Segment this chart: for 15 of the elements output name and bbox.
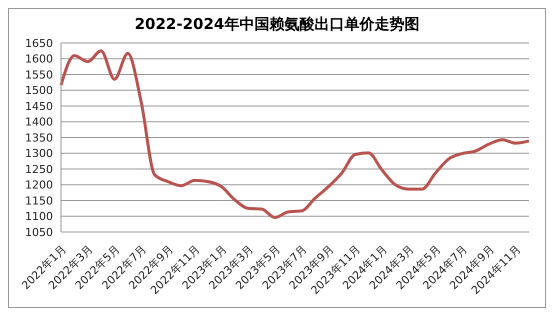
- y-tick-label: 1650: [25, 36, 53, 50]
- line-series: [60, 49, 530, 220]
- y-tick-label: 1600: [25, 52, 53, 66]
- y-tick-label: 1250: [25, 162, 53, 176]
- y-tick-label: 1350: [25, 131, 53, 144]
- y-tick-label: 1500: [25, 84, 53, 98]
- y-tick-label: 1400: [25, 116, 53, 129]
- y-tick-label: 1550: [25, 68, 53, 82]
- y-tick-label: 1450: [25, 100, 53, 113]
- y-tick-label: 1150: [25, 194, 53, 208]
- y-tick-label: 1200: [25, 178, 53, 192]
- chart-title: 2022-2024年中国赖氨酸出口单价走势图: [134, 14, 420, 35]
- y-tick-label: 1300: [25, 147, 53, 160]
- y-tick-label: 1050: [25, 226, 53, 239]
- y-tick-label: 1100: [25, 210, 53, 224]
